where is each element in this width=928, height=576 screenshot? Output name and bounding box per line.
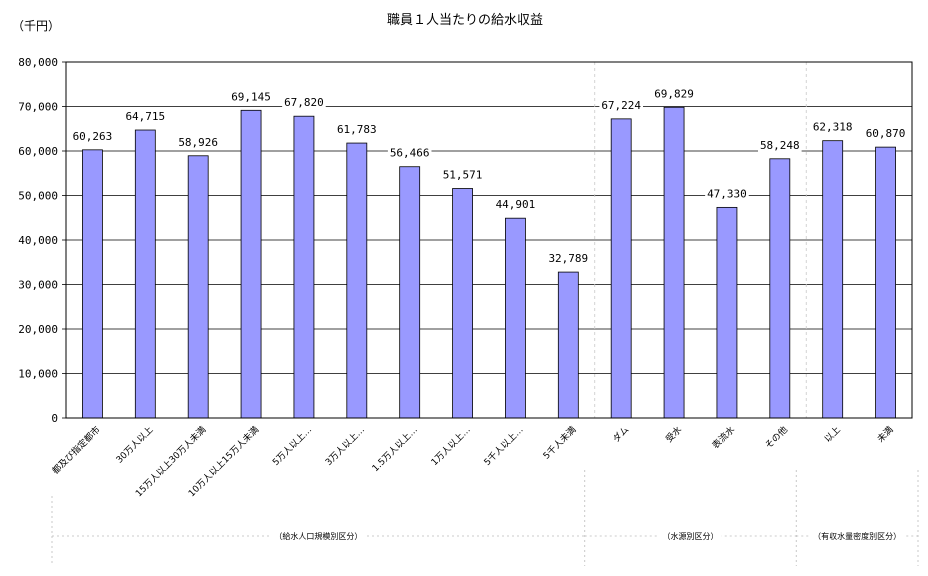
bar [346, 142, 368, 419]
group-label-background [271, 529, 366, 541]
bar [822, 140, 844, 419]
x-tick-label: ダム [610, 424, 631, 445]
y-tick-label: 60,000 [18, 145, 58, 158]
group-label: （給水人口規模別区分） [274, 531, 362, 541]
x-tick-label: 5千人未満 [540, 424, 578, 462]
data-label-background [70, 128, 115, 143]
x-tick-label: 1.5万人以上… [370, 424, 420, 474]
x-tick-label: 表流水 [709, 424, 737, 452]
data-label: 69,145 [231, 90, 271, 103]
bar [557, 271, 579, 419]
y-tick-label: 30,000 [18, 279, 58, 292]
data-label-background [863, 126, 908, 141]
y-tick-label: 70,000 [18, 101, 58, 114]
data-label-background [440, 167, 485, 182]
data-label: 67,820 [284, 96, 324, 109]
x-tick-label: 1万人以上… [429, 424, 473, 468]
group-label: （有収水量密度別区分） [813, 531, 901, 541]
group-label-background [659, 529, 722, 541]
y-axis-unit-label: （千円） [12, 19, 60, 33]
data-label: 56,466 [390, 147, 430, 160]
y-tick-label: 0 [51, 412, 58, 425]
data-label: 32,789 [548, 252, 588, 265]
x-tick-label: 受水 [663, 424, 684, 445]
data-label-background [652, 86, 696, 101]
data-label: 47,330 [707, 187, 747, 200]
bar [610, 118, 632, 419]
data-label-background [758, 137, 802, 152]
bar [875, 146, 896, 419]
data-label-background [123, 109, 168, 124]
data-label-background [176, 134, 220, 149]
data-label: 67,224 [601, 99, 641, 112]
data-label: 58,926 [178, 136, 218, 149]
data-label: 62,318 [813, 121, 853, 134]
y-tick-label: 10,000 [18, 368, 58, 381]
data-label: 64,715 [125, 110, 165, 123]
x-tick-label: その他 [762, 424, 790, 452]
bar [505, 217, 526, 419]
bar [769, 158, 791, 419]
bar [240, 109, 262, 419]
data-label-background [810, 119, 855, 134]
data-label-background [493, 197, 538, 212]
data-label: 60,263 [73, 130, 113, 143]
bar [293, 115, 315, 419]
data-label-background [599, 97, 643, 112]
data-label-background [387, 145, 432, 160]
group-label-background [810, 529, 905, 541]
group-label: （水源別区分） [663, 531, 719, 541]
data-label: 51,571 [443, 169, 483, 182]
bar [452, 188, 473, 419]
bar [82, 149, 103, 419]
x-tick-label: 以上 [822, 424, 843, 445]
y-tick-label: 80,000 [18, 56, 58, 69]
x-tick-label: 5千人以上… [482, 424, 526, 468]
y-tick-label: 20,000 [18, 323, 58, 336]
bar [399, 166, 421, 419]
data-label-background [705, 186, 749, 201]
chart-title: 職員１人当たりの給水収益 [387, 13, 543, 28]
x-tick-label: 都及び指定都市 [50, 424, 103, 477]
y-tick-label: 40,000 [18, 234, 58, 247]
y-tick-label: 50,000 [18, 190, 58, 203]
bar [187, 155, 209, 419]
data-label: 58,248 [760, 139, 800, 152]
x-tick-label: 3万人以上… [323, 424, 367, 468]
x-tick-label: 未満 [874, 424, 895, 445]
data-label-background [335, 122, 379, 137]
data-label: 61,783 [337, 123, 377, 136]
data-label: 69,829 [654, 87, 694, 100]
data-label: 44,901 [496, 198, 536, 211]
x-tick-label: 30万人以上 [114, 424, 155, 465]
bar [663, 106, 685, 419]
bar [134, 129, 156, 419]
x-tick-label: 5万人以上… [270, 424, 314, 468]
data-label-background [546, 251, 591, 266]
data-label: 60,870 [866, 127, 906, 140]
data-label-background [229, 89, 273, 104]
data-label-background [282, 95, 326, 110]
bar [716, 206, 738, 419]
